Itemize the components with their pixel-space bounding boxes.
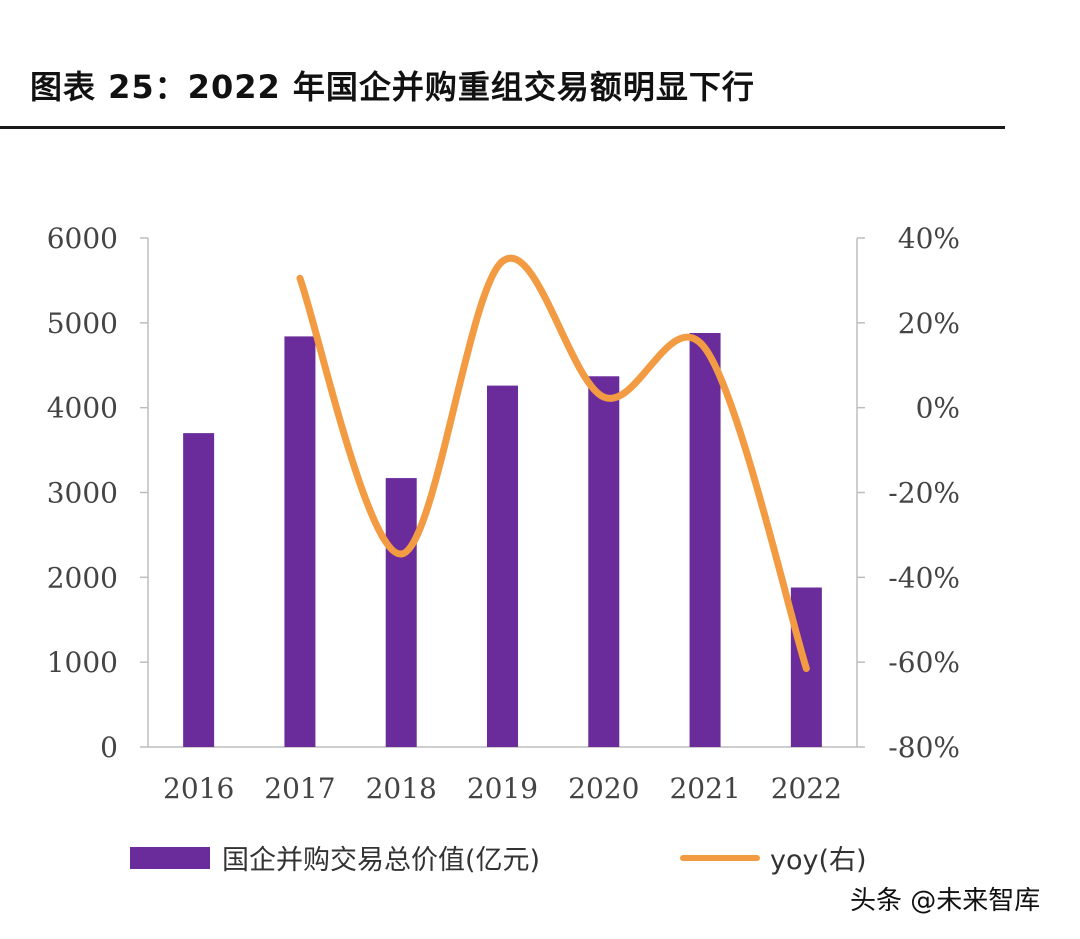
left-tick-label: 1000 — [47, 646, 118, 679]
x-tick-label: 2021 — [669, 772, 740, 805]
x-tick-label: 2016 — [163, 772, 234, 805]
right-tick-label: -20% — [888, 477, 960, 510]
right-tick-label: 0% — [916, 392, 960, 425]
right-tick-label: -40% — [888, 561, 960, 594]
bar — [385, 478, 417, 747]
left-tick-label: 6000 — [47, 222, 118, 255]
legend-bar-swatch — [130, 846, 210, 869]
left-tick-label: 5000 — [47, 307, 118, 340]
legend-bar-item: 国企并购交易总价值(亿元) — [130, 838, 540, 877]
legend-bar-label: 国企并购交易总价值(亿元) — [222, 845, 541, 876]
right-tick-label: 20% — [898, 307, 960, 340]
bar — [183, 433, 215, 747]
legend-line-item: yoy(右) — [680, 838, 867, 877]
title-divider — [0, 126, 1005, 129]
left-tick-label: 3000 — [47, 477, 118, 510]
watermark: 头条 @未来智库 — [850, 886, 1041, 916]
yoy-line — [296, 254, 810, 673]
legend-line-label: yoy(右) — [770, 845, 867, 876]
right-tick-label: 40% — [898, 222, 960, 255]
right-tick-label: -60% — [888, 646, 960, 679]
left-tick-label: 2000 — [47, 561, 118, 594]
chart-title: 图表 25：2022 年国企并购重组交易额明显下行 — [30, 68, 755, 106]
x-tick-label: 2017 — [264, 772, 335, 805]
bar — [487, 385, 518, 747]
left-tick-label: 0 — [100, 731, 118, 764]
bar — [284, 336, 316, 747]
bar — [588, 376, 620, 747]
x-tick-label: 2019 — [467, 772, 538, 805]
x-tick-label: 2018 — [366, 772, 437, 805]
x-tick-label: 2022 — [771, 772, 842, 805]
bar — [689, 333, 721, 747]
legend-line-swatch — [680, 854, 760, 861]
x-tick-label: 2020 — [568, 772, 639, 805]
right-tick-label: -80% — [888, 731, 960, 764]
left-tick-label: 4000 — [47, 392, 118, 425]
